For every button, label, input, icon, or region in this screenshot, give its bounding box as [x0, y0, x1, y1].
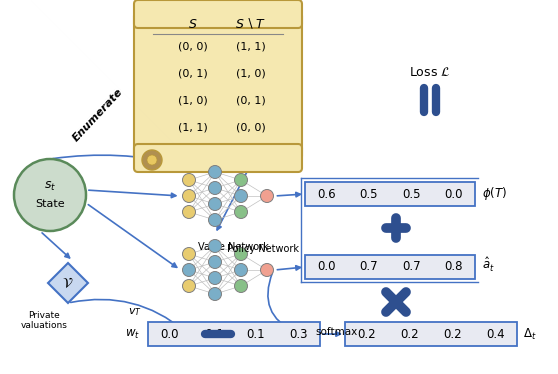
- Text: $w_t$: $w_t$: [125, 328, 140, 341]
- Text: $s_t$: $s_t$: [44, 180, 56, 193]
- Text: (0, 1): (0, 1): [178, 68, 208, 78]
- Circle shape: [234, 279, 248, 292]
- Text: 0.5: 0.5: [402, 187, 421, 200]
- FancyBboxPatch shape: [305, 255, 475, 279]
- Circle shape: [234, 248, 248, 261]
- Text: 0.4: 0.4: [486, 328, 505, 340]
- Text: State: State: [35, 199, 65, 209]
- Text: 0.1: 0.1: [246, 328, 265, 340]
- Text: 0.0: 0.0: [160, 328, 179, 340]
- Text: 0.0: 0.0: [445, 187, 463, 200]
- Text: (0, 0): (0, 0): [178, 41, 208, 51]
- Text: 0.5: 0.5: [359, 187, 378, 200]
- Circle shape: [234, 205, 248, 218]
- Text: (0, 0): (0, 0): [236, 122, 266, 132]
- Text: 0.3: 0.3: [289, 328, 308, 340]
- Text: (0, 1): (0, 1): [236, 95, 266, 105]
- Text: 0.0: 0.0: [317, 261, 335, 273]
- Text: 0.7: 0.7: [359, 261, 378, 273]
- Circle shape: [209, 272, 222, 285]
- Circle shape: [234, 174, 248, 187]
- Circle shape: [182, 279, 195, 292]
- Text: 0.7: 0.7: [402, 261, 421, 273]
- Text: $\mathcal{V}$: $\mathcal{V}$: [62, 276, 74, 290]
- Ellipse shape: [14, 159, 86, 231]
- Text: $S$: $S$: [188, 18, 198, 31]
- Text: 0.2: 0.2: [400, 328, 419, 340]
- Text: 0.2: 0.2: [357, 328, 376, 340]
- Circle shape: [182, 264, 195, 276]
- Text: 0.8: 0.8: [445, 261, 463, 273]
- Circle shape: [182, 190, 195, 202]
- Circle shape: [234, 264, 248, 276]
- Circle shape: [234, 190, 248, 202]
- Circle shape: [209, 166, 222, 178]
- Text: $\phi(T)$: $\phi(T)$: [482, 184, 507, 202]
- Circle shape: [209, 181, 222, 194]
- Text: 0.6: 0.6: [317, 187, 335, 200]
- Text: Value Network: Value Network: [198, 242, 268, 252]
- Circle shape: [182, 248, 195, 261]
- FancyBboxPatch shape: [345, 322, 517, 346]
- Circle shape: [209, 197, 222, 211]
- Text: -0.1: -0.1: [201, 328, 224, 340]
- Text: softmax: softmax: [315, 327, 357, 337]
- Circle shape: [261, 190, 273, 202]
- Text: $\hat{a}_t$: $\hat{a}_t$: [482, 256, 495, 274]
- Text: (1, 0): (1, 0): [178, 95, 208, 105]
- Circle shape: [182, 174, 195, 187]
- FancyBboxPatch shape: [148, 322, 320, 346]
- Circle shape: [147, 155, 157, 165]
- Circle shape: [209, 239, 222, 252]
- FancyBboxPatch shape: [134, 144, 302, 172]
- Polygon shape: [48, 263, 88, 303]
- Circle shape: [209, 214, 222, 227]
- Text: (1, 0): (1, 0): [236, 68, 266, 78]
- Text: (1, 1): (1, 1): [178, 122, 208, 132]
- Circle shape: [261, 264, 273, 276]
- Text: Policy Network: Policy Network: [227, 244, 299, 254]
- Circle shape: [142, 150, 162, 170]
- Text: $\Delta_t$: $\Delta_t$: [523, 327, 537, 341]
- Circle shape: [209, 255, 222, 269]
- Text: Enumerate: Enumerate: [71, 87, 125, 143]
- FancyBboxPatch shape: [305, 182, 475, 206]
- Text: $S \setminus T$: $S \setminus T$: [235, 17, 267, 31]
- Text: $v_T$: $v_T$: [128, 306, 142, 318]
- Text: Private
valuations: Private valuations: [21, 311, 68, 330]
- Circle shape: [182, 205, 195, 218]
- Text: Loss $\mathcal{L}$: Loss $\mathcal{L}$: [409, 65, 451, 79]
- Text: 0.2: 0.2: [443, 328, 462, 340]
- Text: (1, 1): (1, 1): [236, 41, 266, 51]
- Circle shape: [209, 288, 222, 300]
- FancyBboxPatch shape: [134, 0, 302, 28]
- FancyBboxPatch shape: [134, 12, 302, 160]
